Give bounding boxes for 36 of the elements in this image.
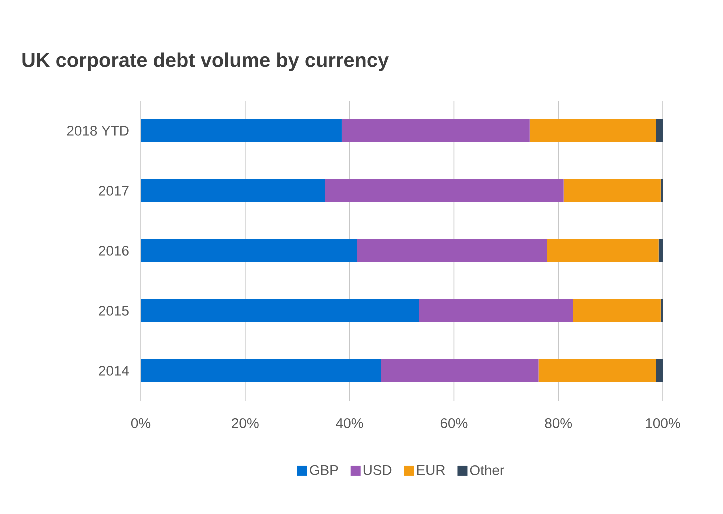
bar bbox=[342, 119, 530, 142]
x-tick-label: 40% bbox=[336, 418, 364, 428]
legend-label: Other bbox=[470, 465, 504, 476]
y-tick-label: 2015 bbox=[99, 306, 129, 316]
y-tick-label: 2018 YTD bbox=[67, 126, 129, 136]
legend-label: EUR bbox=[417, 465, 446, 476]
y-tick-label: 2016 bbox=[99, 246, 129, 256]
bar bbox=[141, 299, 420, 322]
bar bbox=[656, 119, 664, 142]
bar bbox=[141, 179, 326, 202]
bar bbox=[141, 119, 342, 142]
legend-label: USD bbox=[364, 465, 392, 476]
bar bbox=[573, 299, 661, 322]
bar bbox=[381, 359, 539, 382]
y-tick-label: 2017 bbox=[99, 186, 129, 196]
bar bbox=[547, 239, 659, 262]
x-tick-label: 80% bbox=[545, 418, 572, 428]
bar bbox=[660, 179, 664, 202]
bar bbox=[658, 239, 664, 262]
bar bbox=[357, 239, 548, 262]
bar bbox=[660, 299, 664, 322]
bar bbox=[325, 179, 564, 202]
x-tick-label: 60% bbox=[440, 418, 468, 428]
bar bbox=[419, 299, 574, 322]
bar bbox=[656, 359, 664, 382]
bar bbox=[538, 359, 656, 382]
y-tick-label: 2014 bbox=[99, 366, 130, 376]
chart-title: UK corporate debt volume by currency bbox=[22, 52, 389, 72]
bar bbox=[530, 119, 656, 142]
x-tick-label: 0% bbox=[131, 418, 151, 428]
bar bbox=[141, 359, 382, 382]
legend-label: GBP bbox=[310, 465, 338, 476]
x-tick-label: 100% bbox=[646, 418, 680, 428]
bar bbox=[141, 239, 358, 262]
bar bbox=[564, 179, 661, 202]
x-tick-label: 20% bbox=[232, 418, 259, 428]
